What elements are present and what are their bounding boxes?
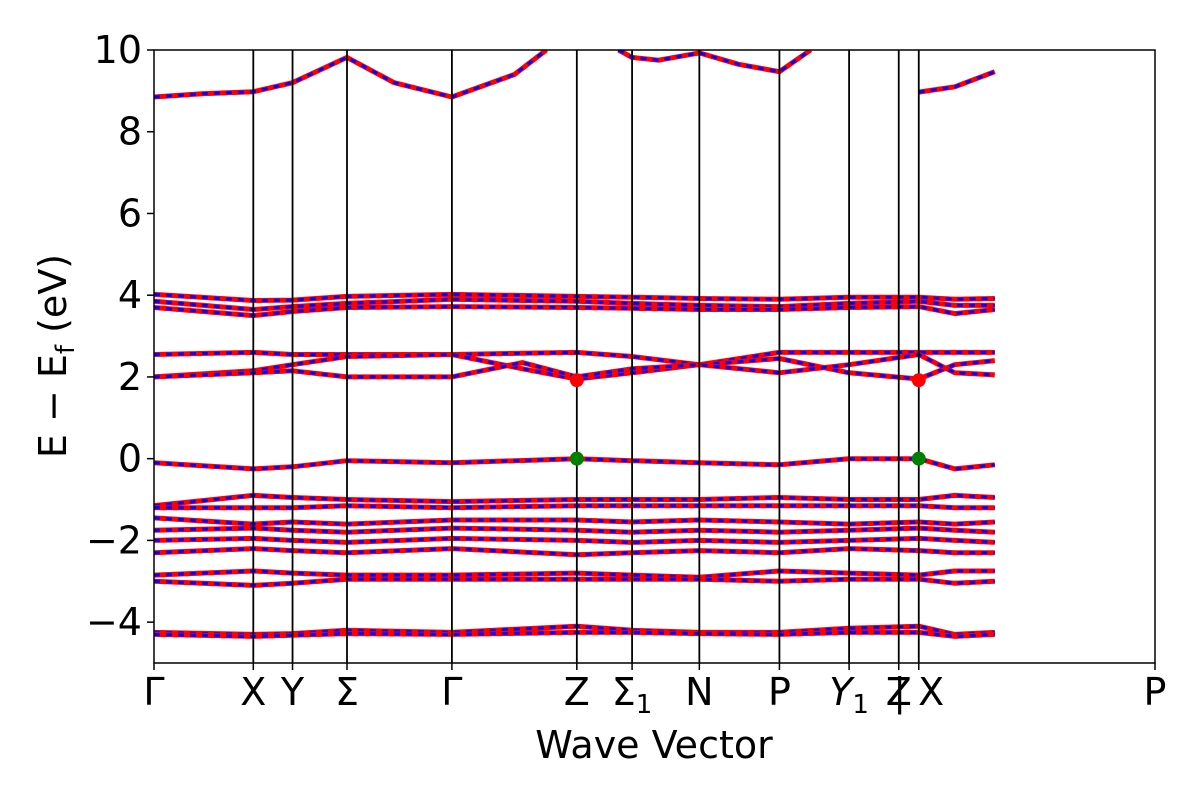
y-tick-label: 8 (118, 110, 142, 154)
x-tick-label: | X (893, 670, 944, 715)
x-tick-label: Y (280, 670, 305, 714)
y-tick-label: 6 (118, 191, 142, 235)
x-tick-label-subscript: 1 (636, 690, 653, 720)
x-tick-label: Σ1 (612, 670, 653, 720)
band-line-spin-down (154, 50, 548, 99)
x-tick-label: P (1144, 670, 1167, 714)
y-tick-label: 2 (118, 355, 142, 399)
x-tick-label-main: N (685, 670, 713, 714)
x-tick-label-subscript: 1 (852, 690, 869, 720)
x-tick-label-main: Σ (335, 670, 359, 714)
markers-layer (569, 373, 926, 466)
kpoint-lines-layer (252, 50, 920, 663)
x-tick-label-main: Y (829, 670, 855, 714)
band-line-spin-down (154, 353, 995, 379)
band-edge-marker (911, 373, 926, 388)
y-tick-label: 10 (94, 28, 142, 72)
x-tick-label: Γ (143, 670, 164, 714)
band-edge-marker (569, 451, 584, 466)
x-tick-label-main: X (240, 670, 266, 714)
y-axis: −4 −2 0 2 4 6 8 10 (86, 28, 154, 644)
plot-area (153, 49, 1156, 664)
y-tick-label: −2 (86, 518, 142, 562)
plot-frame (153, 49, 1156, 664)
band-edge-marker (911, 451, 926, 466)
y-tick-label: 4 (118, 273, 142, 317)
x-tick-label-main: Z (886, 670, 912, 714)
y-axis-title-subscript: f (51, 344, 81, 354)
x-tick-label: Z (564, 670, 590, 714)
x-axis-title: Wave Vector (535, 723, 773, 767)
x-tick-label: P (768, 670, 791, 714)
x-tick-label-main: P (768, 670, 791, 714)
x-tick-label: Γ (441, 670, 462, 714)
y-axis-title-main: E − E (31, 354, 75, 458)
x-tick-label-main: P (1144, 670, 1167, 714)
x-tick-label: Z (886, 670, 912, 714)
y-axis-title: E − Ef (eV) (31, 254, 81, 458)
x-tick-label: N (685, 670, 713, 714)
x-tick-label: Y1 (829, 670, 869, 720)
x-tick-label-main: Z (564, 670, 590, 714)
x-tick-label-main: Σ (612, 670, 636, 714)
x-tick-label-main: Γ (143, 670, 164, 714)
x-tick-label-main: Y (280, 670, 305, 714)
y-tick-label: 0 (118, 437, 142, 481)
band-line-spin-down (918, 70, 996, 94)
x-tick-label-main: Γ (441, 670, 462, 714)
band-edge-marker (569, 373, 584, 388)
x-tick-label: Σ (335, 670, 359, 714)
x-tick-label-main: | X (893, 670, 944, 715)
band-line-spin-down (154, 353, 995, 381)
x-tick-label: X (240, 670, 266, 714)
y-tick-label: −4 (86, 600, 142, 644)
y-axis-title-unit: (eV) (31, 254, 75, 345)
